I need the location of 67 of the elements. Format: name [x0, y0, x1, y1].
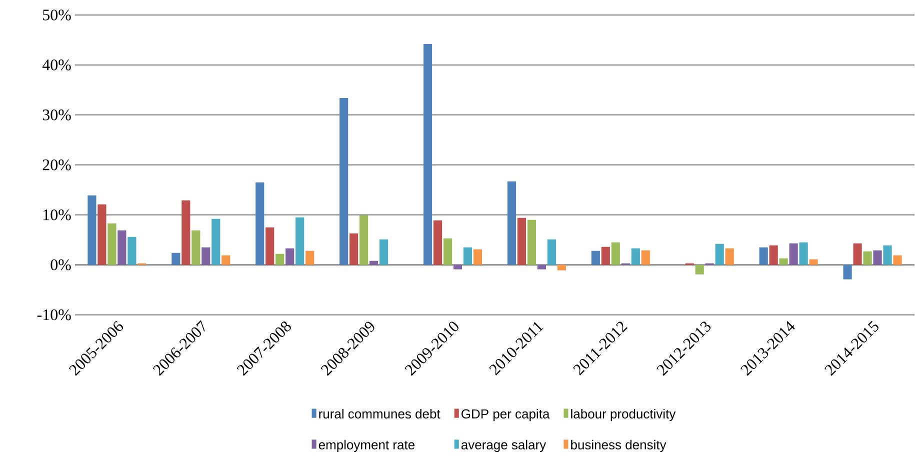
bar	[527, 220, 536, 265]
legend-label: employment rate	[318, 440, 414, 452]
bar	[715, 244, 724, 265]
bar	[380, 239, 388, 265]
bar	[370, 260, 378, 265]
bar	[799, 242, 808, 265]
bar	[591, 250, 600, 265]
bar	[276, 254, 284, 265]
bar	[507, 182, 516, 265]
bar	[883, 245, 892, 265]
bar	[759, 247, 768, 265]
bar	[601, 246, 610, 265]
y-tick-label: 40%	[42, 60, 71, 70]
bar	[463, 247, 472, 265]
bar	[863, 251, 872, 265]
bar	[433, 220, 442, 265]
bar	[128, 236, 136, 265]
bar	[769, 245, 778, 265]
bar	[453, 264, 462, 270]
bar	[537, 264, 546, 270]
legend-label: rural communes debt	[319, 409, 440, 419]
legend-label: GDP per capita	[462, 409, 550, 422]
bar	[340, 98, 348, 265]
bar	[893, 255, 902, 265]
bar	[118, 230, 126, 265]
bar	[725, 248, 734, 265]
bar	[266, 227, 274, 265]
bar	[853, 243, 862, 265]
bar	[843, 264, 852, 280]
y-tick-label: 20%	[42, 160, 71, 170]
y-tick-label: 30%	[42, 110, 71, 120]
bar	[517, 218, 526, 265]
bar	[631, 248, 640, 265]
bar	[212, 218, 220, 265]
y-tick-label: -10%	[37, 310, 71, 320]
bar	[202, 247, 210, 265]
bar	[611, 242, 620, 265]
bar	[809, 259, 818, 265]
bar	[695, 264, 704, 274]
bar	[423, 44, 432, 265]
bar	[286, 248, 294, 265]
bar	[557, 264, 566, 270]
y-tick-label: 10%	[44, 210, 71, 220]
legend-label: labour productivity	[571, 409, 676, 422]
bar	[108, 223, 116, 265]
bar	[296, 218, 304, 265]
bar	[779, 258, 788, 265]
bar	[641, 250, 650, 265]
bar	[547, 239, 556, 265]
bar	[222, 255, 230, 265]
bar	[192, 230, 200, 265]
bar	[789, 243, 798, 265]
bar	[443, 238, 452, 265]
bar	[88, 196, 96, 265]
legend-label: business density	[571, 440, 666, 452]
bar	[360, 216, 368, 265]
bar	[306, 250, 314, 265]
bar	[98, 204, 106, 265]
bar	[172, 252, 180, 265]
bar	[473, 249, 482, 265]
bar	[350, 233, 358, 265]
y-tick-label: 0%	[50, 260, 71, 270]
y-tick-label: 50%	[43, 10, 71, 21]
bar	[256, 182, 264, 265]
bar	[873, 250, 882, 265]
legend-label: average salary	[461, 440, 546, 452]
bar	[182, 200, 190, 265]
